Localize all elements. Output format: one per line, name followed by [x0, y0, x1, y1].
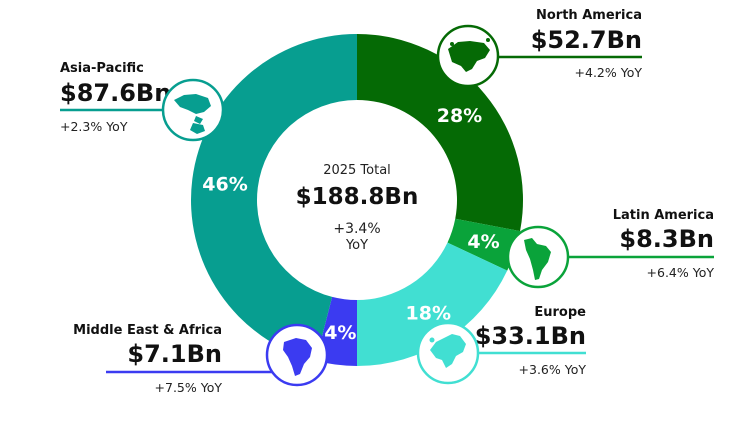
callout-middle-east-africa: Middle East & Africa $7.1Bn +7.5% YoY [73, 323, 329, 395]
slice-latin-america [447, 218, 521, 271]
north-america-map-icon [436, 24, 500, 88]
callout-asia-pacific: Asia-Pacific $87.6Bn +2.3% YoY [60, 61, 225, 142]
center-total-value: $188.8Bn [296, 184, 419, 210]
slice-europe [357, 242, 508, 366]
latin-america-map-icon [506, 225, 570, 289]
percent-label-group: 28% 4% 18% 4% 46% [202, 105, 499, 344]
slice-percent-middle-east-and-africa: 4% [324, 322, 356, 344]
region-value-latin-america: $8.3Bn [619, 225, 714, 253]
europe-map-icon [416, 321, 480, 385]
slice-percent-europe: 18% [406, 302, 451, 324]
region-value-asia-pacific: $87.6Bn [60, 79, 171, 107]
asia-pacific-map-icon [161, 78, 225, 142]
region-value-middle-east-africa: $7.1Bn [127, 340, 222, 368]
region-name-middle-east-africa: Middle East & Africa [73, 323, 222, 338]
callout-north-america: North America $52.7Bn +4.2% YoY [436, 8, 643, 88]
slice-percent-latin-america: 4% [467, 231, 499, 253]
region-yoy-europe: +3.6% YoY [519, 362, 587, 377]
region-name-europe: Europe [534, 305, 586, 320]
region-value-north-america: $52.7Bn [531, 26, 642, 54]
slice-asia-pacific [191, 34, 357, 361]
slice-percent-asia-pacific: 46% [202, 173, 247, 195]
center-growth: +3.4% [333, 221, 380, 237]
center-growth-unit: YoY [345, 238, 368, 253]
region-yoy-latin-america: +6.4% YoY [647, 265, 715, 280]
region-yoy-asia-pacific: +2.3% YoY [60, 119, 128, 134]
region-name-latin-america: Latin America [613, 208, 714, 223]
callout-europe: Europe $33.1Bn +3.6% YoY [416, 305, 587, 385]
slice-north-america [357, 34, 523, 232]
region-yoy-north-america: +4.2% YoY [575, 65, 643, 80]
region-yoy-middle-east-africa: +7.5% YoY [155, 380, 223, 395]
region-name-north-america: North America [536, 8, 642, 23]
region-name-asia-pacific: Asia-Pacific [60, 61, 144, 76]
slice-group [191, 34, 523, 366]
slice-percent-north-america: 28% [437, 105, 482, 127]
center-caption: 2025 Total [323, 163, 391, 178]
callout-latin-america: Latin America $8.3Bn +6.4% YoY [506, 208, 715, 289]
africa-map-icon [265, 323, 329, 387]
region-value-europe: $33.1Bn [475, 322, 586, 350]
